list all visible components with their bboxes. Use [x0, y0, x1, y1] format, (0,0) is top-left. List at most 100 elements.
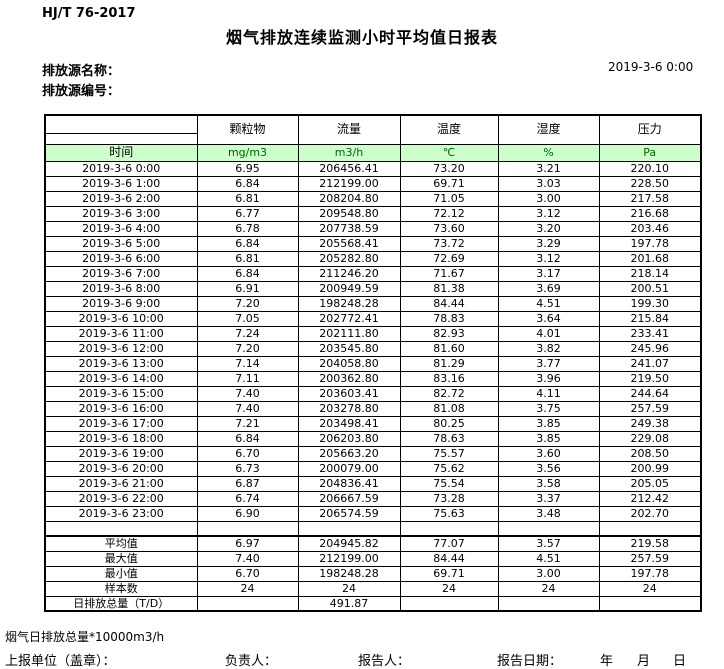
- value-cell: 257.59: [598, 550, 702, 567]
- time-cell: 2019-3-6 14:00: [44, 370, 198, 387]
- time-cell: 2019-3-6 21:00: [44, 475, 198, 492]
- value-cell: 3.03: [497, 175, 600, 192]
- time-cell: 2019-3-6 17:00: [44, 415, 198, 432]
- value-cell: 3.37: [497, 490, 600, 507]
- time-cell: 2019-3-6 16:00: [44, 400, 198, 417]
- value-cell: 257.59: [598, 400, 702, 417]
- spacer-cell: [497, 520, 600, 537]
- value-cell: 6.70: [196, 445, 299, 462]
- month-label: 月: [637, 654, 651, 669]
- value-cell: [196, 595, 299, 612]
- value-cell: 6.78: [196, 220, 299, 237]
- value-cell: 6.84: [196, 430, 299, 447]
- value-cell: 233.41: [598, 325, 702, 342]
- emission-source-name-label: 排放源名称：: [42, 64, 121, 79]
- data-rows: 2019-3-6 0:00 6.95 206456.41 73.20 3.21 220.1…: [44, 160, 702, 522]
- value-cell: 208204.80: [297, 190, 401, 207]
- value-cell: 75.57: [399, 445, 499, 462]
- value-cell: 3.00: [497, 565, 600, 582]
- column-header-particulate: 颗粒物: [196, 114, 299, 145]
- day-label: 日: [673, 654, 687, 669]
- value-cell: 6.84: [196, 175, 299, 192]
- value-cell: 78.83: [399, 310, 499, 327]
- page-title: 烟气排放连续监测小时平均值日报表: [225, 28, 498, 47]
- table-row: 2019-3-6 22:00 6.74 206667.59 73.28 3.37 212.…: [44, 490, 702, 507]
- value-cell: 72.69: [399, 250, 499, 267]
- value-cell: 69.71: [399, 175, 499, 192]
- value-cell: 203498.41: [297, 415, 401, 432]
- value-cell: 7.20: [196, 340, 299, 357]
- unit-humidity: %: [497, 143, 600, 162]
- value-cell: 7.40: [196, 400, 299, 417]
- value-cell: 24: [497, 580, 600, 597]
- value-cell: 75.54: [399, 475, 499, 492]
- value-cell: 80.25: [399, 415, 499, 432]
- value-cell: 71.05: [399, 190, 499, 207]
- summary-label-cell: 最小值: [44, 565, 198, 582]
- value-cell: 81.29: [399, 355, 499, 372]
- time-cell: 2019-3-6 23:00: [44, 505, 198, 522]
- table-row: 平均值 6.97 204945.82 77.07 3.57 219.58: [44, 535, 702, 552]
- value-cell: 218.14: [598, 265, 702, 282]
- value-cell: 6.90: [196, 505, 299, 522]
- corner-cell-bottom: [44, 133, 198, 145]
- time-cell: 2019-3-6 3:00: [44, 205, 198, 222]
- total-emission-note: 烟气日排放总量*10000m3/h: [5, 630, 165, 644]
- spacer-rows: [44, 520, 702, 537]
- value-cell: 6.84: [196, 265, 299, 282]
- time-cell: 2019-3-6 5:00: [44, 235, 198, 252]
- value-cell: 24: [598, 580, 702, 597]
- value-cell: 73.28: [399, 490, 499, 507]
- value-cell: 244.64: [598, 385, 702, 402]
- spacer-cell: [598, 520, 702, 537]
- responsible-person-label: 负责人：: [225, 654, 278, 669]
- value-cell: 200.51: [598, 280, 702, 297]
- column-header-humidity: 湿度: [497, 114, 600, 145]
- value-cell: 3.77: [497, 355, 600, 372]
- value-cell: 4.01: [497, 325, 600, 342]
- table-row: 2019-3-6 14:00 7.11 200362.80 83.16 3.96 219.…: [44, 370, 702, 387]
- table-row: 2019-3-6 3:00 6.77 209548.80 72.12 3.12 216.6…: [44, 205, 702, 222]
- corner-cell-top: [44, 114, 198, 135]
- time-cell: 2019-3-6 2:00: [44, 190, 198, 207]
- table-row: 2019-3-6 6:00 6.81 205282.80 72.69 3.12 201.6…: [44, 250, 702, 267]
- value-cell: 208.50: [598, 445, 702, 462]
- value-cell: 3.82: [497, 340, 600, 357]
- time-column-label: 时间: [44, 143, 198, 162]
- value-cell: 75.62: [399, 460, 499, 477]
- value-cell: 3.60: [497, 445, 600, 462]
- time-cell: 2019-3-6 6:00: [44, 250, 198, 267]
- value-cell: 249.38: [598, 415, 702, 432]
- value-cell: 7.14: [196, 355, 299, 372]
- value-cell: 7.05: [196, 310, 299, 327]
- table-row: 最大值 7.40 212199.00 84.44 4.51 257.59: [44, 550, 702, 567]
- value-cell: 82.93: [399, 325, 499, 342]
- table-row: 2019-3-6 5:00 6.84 205568.41 73.72 3.29 197.7…: [44, 235, 702, 252]
- spacer-cell: [44, 520, 198, 537]
- value-cell: 203603.41: [297, 385, 401, 402]
- table-row: 2019-3-6 23:00 6.90 206574.59 75.63 3.48 202.…: [44, 505, 702, 522]
- value-cell: 6.91: [196, 280, 299, 297]
- table-row: 2019-3-6 10:00 7.05 202772.41 78.83 3.64 215.…: [44, 310, 702, 327]
- value-cell: 197.78: [598, 565, 702, 582]
- table-row: 2019-3-6 2:00 6.81 208204.80 71.05 3.00 217.5…: [44, 190, 702, 207]
- value-cell: 3.56: [497, 460, 600, 477]
- value-cell: 203278.80: [297, 400, 401, 417]
- summary-label-cell: 平均值: [44, 535, 198, 552]
- value-cell: 3.75: [497, 400, 600, 417]
- value-cell: 7.20: [196, 295, 299, 312]
- value-cell: 206574.59: [297, 505, 401, 522]
- value-cell: 71.67: [399, 265, 499, 282]
- value-cell: 3.12: [497, 250, 600, 267]
- value-cell: 24: [399, 580, 499, 597]
- value-cell: 4.51: [497, 550, 600, 567]
- value-cell: 3.57: [497, 535, 600, 552]
- value-cell: 209548.80: [297, 205, 401, 222]
- value-cell: 212.42: [598, 490, 702, 507]
- value-cell: 7.40: [196, 550, 299, 567]
- value-cell: 212199.00: [297, 175, 401, 192]
- unit-pressure: Pa: [598, 143, 702, 162]
- value-cell: 3.21: [497, 160, 600, 177]
- value-cell: 200.99: [598, 460, 702, 477]
- value-cell: 241.07: [598, 355, 702, 372]
